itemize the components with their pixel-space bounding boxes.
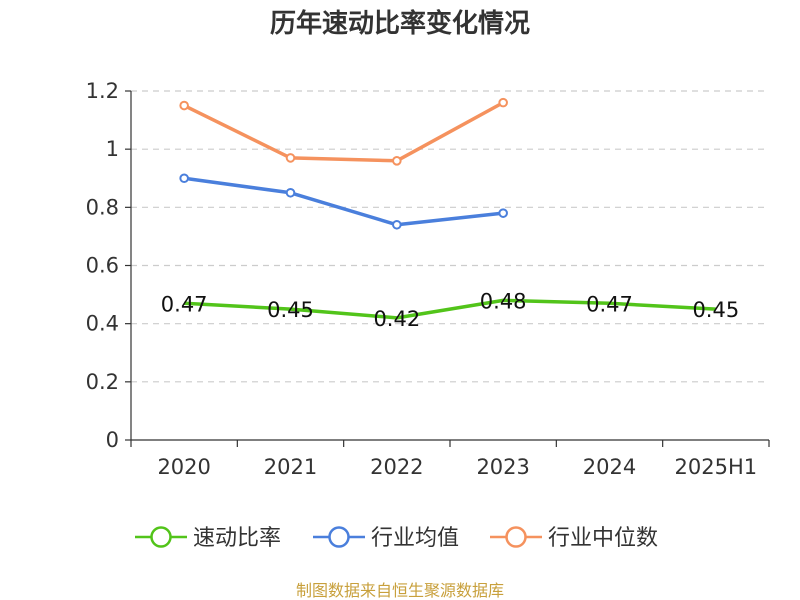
y-tick-label: 0.6	[86, 254, 119, 278]
data-point	[498, 208, 508, 218]
x-tick-label: 2024	[583, 455, 636, 479]
data-point	[392, 219, 402, 230]
data-point	[285, 187, 296, 198]
data-label: 0.45	[692, 298, 739, 322]
legend: 速动比率 行业均值 行业中位数	[135, 526, 658, 551]
x-tick-label: 2022	[370, 455, 423, 479]
series-0: 0.47 0.45 0.42 0.48 0.47 0.45	[161, 289, 739, 330]
y-tick-label: 0.4	[86, 312, 119, 336]
data-point	[179, 173, 189, 184]
data-label: 0.47	[161, 292, 208, 316]
x-tick-label: 2023	[476, 455, 529, 479]
data-point	[179, 100, 189, 111]
data-point	[498, 97, 508, 108]
legend-marker	[505, 526, 527, 548]
legend-item[interactable]: 速动比率	[135, 526, 281, 551]
series-line	[183, 101, 505, 163]
x-tick-label: 2025H1	[675, 455, 758, 479]
x-tick-label: 2021	[264, 455, 317, 479]
legend-marker	[150, 526, 172, 548]
series-line	[183, 176, 504, 227]
chart-title: 历年速动比率变化情况	[270, 8, 530, 39]
legend-item[interactable]: 行业中位数	[490, 526, 658, 551]
series-2	[179, 97, 508, 166]
series-1	[179, 173, 508, 230]
data-label: 0.42	[373, 307, 420, 331]
x-axis: 2020 2021 2022 2023 2024 2025H1	[130, 439, 770, 479]
x-tick-label: 2020	[157, 455, 210, 479]
source-note: 制图数据来自恒生聚源数据库	[296, 581, 504, 600]
data-label: 0.47	[586, 292, 633, 316]
y-tick-label: 1.2	[86, 79, 119, 103]
y-tick-label: 0.2	[86, 370, 119, 394]
series-line	[184, 298, 716, 320]
y-axis: 0 0.2 0.4 0.6 0.8 1 1.2	[86, 79, 132, 452]
legend-item[interactable]: 行业均值	[313, 526, 459, 551]
legend-label: 行业中位数	[548, 526, 658, 551]
legend-label: 行业均值	[371, 526, 459, 551]
data-label: 0.45	[267, 298, 314, 322]
data-point	[285, 153, 296, 163]
legend-label: 速动比率	[193, 526, 281, 551]
grid-lines	[131, 90, 769, 383]
legend-marker	[328, 526, 350, 548]
y-tick-label: 1	[106, 137, 119, 161]
data-point	[392, 156, 402, 166]
y-tick-label: 0	[106, 428, 119, 452]
data-label: 0.48	[480, 289, 527, 313]
series-group: 0.47 0.45 0.42 0.48 0.47 0.45	[161, 97, 739, 331]
y-tick-label: 0.8	[86, 195, 119, 219]
